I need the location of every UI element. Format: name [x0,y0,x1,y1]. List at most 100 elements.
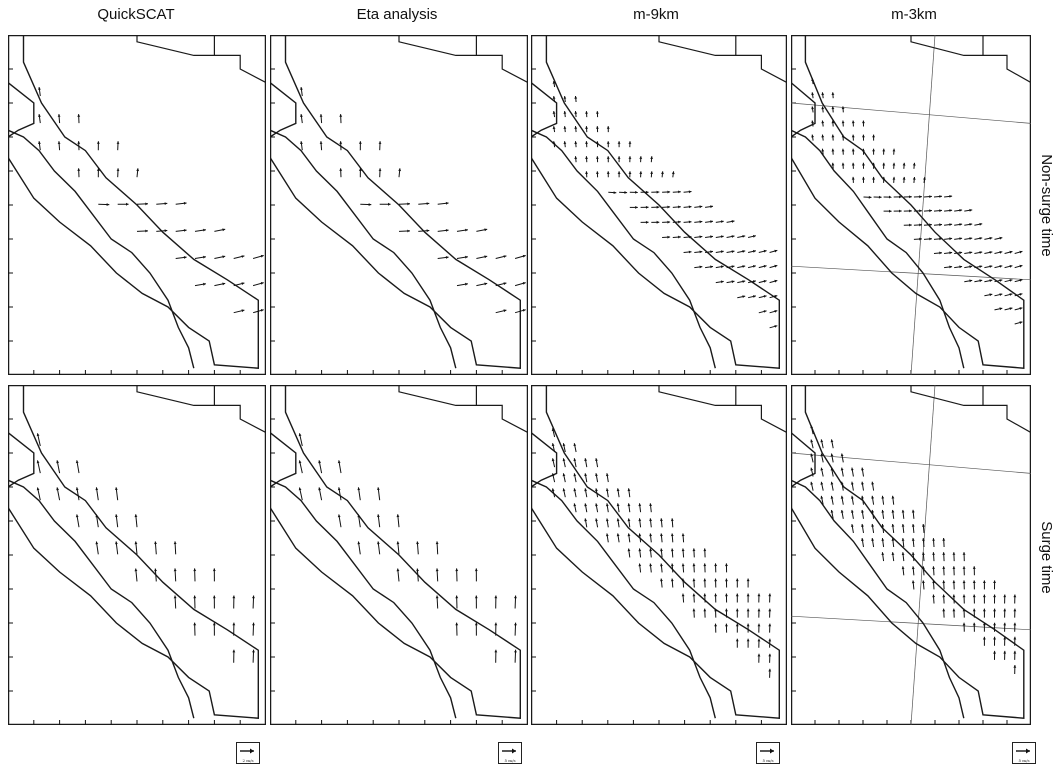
wind-vector [681,533,685,543]
wind-vector [705,220,714,224]
wind-vector [681,548,685,558]
wind-vector [661,171,664,178]
wind-vector [662,190,671,194]
wind-vector [994,307,1003,311]
wind-vector [913,195,922,199]
wind-vector [212,595,216,609]
wind-vector [1004,307,1013,311]
wind-vector [974,279,983,283]
wind-vector [932,566,935,576]
wind-vector [962,580,966,590]
wind-vector [476,282,488,287]
wind-vector [758,249,767,253]
row-title-surge-text: Surge time [1037,520,1055,594]
wind-vector [715,250,724,254]
wind-vector [922,566,925,576]
wind-vector [725,623,728,633]
coastline [791,129,965,369]
wind-vector [737,235,746,238]
wind-vector [563,96,567,103]
wind-vector [903,209,912,213]
wind-vector [954,209,963,212]
wind-vector [660,518,663,528]
wind-vector [746,638,750,648]
wind-vector [933,209,943,213]
wind-vector [984,293,993,297]
wind-vector [584,518,588,528]
wind-vector [994,265,1003,269]
wind-vector [942,594,946,604]
wind-vector [584,488,588,498]
wind-vector [649,563,653,573]
wind-vector [737,295,746,299]
wind-vector [378,141,382,151]
wind-vector [562,473,566,483]
wind-vector [714,623,718,633]
wind-vector [1004,250,1013,254]
column-title-eta-analysis: Eta analysis [356,6,438,23]
wind-vector [595,488,599,498]
wind-map-svg [270,385,528,725]
wind-vector [495,309,507,314]
wind-vector [831,92,835,99]
wind-vector [514,622,517,636]
wind-vector [1014,293,1023,297]
wind-vector [494,649,498,663]
wind-vector [944,265,953,269]
wind-vector [627,488,631,498]
wind-vector [232,649,236,663]
wind-vector [175,201,187,205]
wind-vector [300,87,303,97]
wind-vector [416,568,419,582]
wind-vector [437,229,449,232]
wind-vector [851,162,855,169]
wind-vector [881,523,885,533]
wind-vector [608,191,617,194]
wind-vector [194,228,206,232]
scale-arrow-icon [240,748,254,754]
wind-vector [982,608,986,618]
wind-vector [640,190,649,194]
wind-vector [861,523,864,533]
wind-vector [605,518,609,528]
wind-vector-field [38,87,264,314]
wind-vector [77,114,81,124]
gulf-outline [270,35,522,369]
wind-vector [672,190,681,194]
wind-vector [703,548,707,558]
wind-vector [616,488,620,498]
wind-vector [1014,264,1023,269]
wind-vector [298,460,303,474]
wind-vector [923,223,932,227]
wind-vector [912,176,916,183]
wind-vector [562,488,566,498]
wind-vector [952,552,956,562]
wind-vector [891,495,895,505]
wind-vector [746,623,750,633]
wind-vector [757,623,761,633]
wind-vector [605,473,609,483]
wind-vector [903,195,912,199]
wind-vector [974,222,983,226]
scale-arrow-icon [760,748,774,754]
wind-vector [662,235,671,239]
wind-vector [670,518,674,528]
wind-vector [173,541,177,555]
wind-vector [768,593,772,603]
wind-vector [942,566,946,576]
wind-vector [758,279,767,284]
wind-vector [396,568,400,582]
wind-vector [1013,594,1017,604]
wind-vector [705,235,714,239]
wind-vector [595,473,599,483]
wind-vector [573,503,577,513]
coastline [270,82,297,138]
wind-vector [455,622,459,636]
wind-vector [982,636,986,646]
reference-vector-m-9km: 5 m/s [756,742,780,764]
wind-vector [1014,307,1023,311]
wind-vector [694,235,703,239]
wind-vector [651,205,660,209]
wind-vector [584,503,588,513]
wind-vector [606,126,610,133]
